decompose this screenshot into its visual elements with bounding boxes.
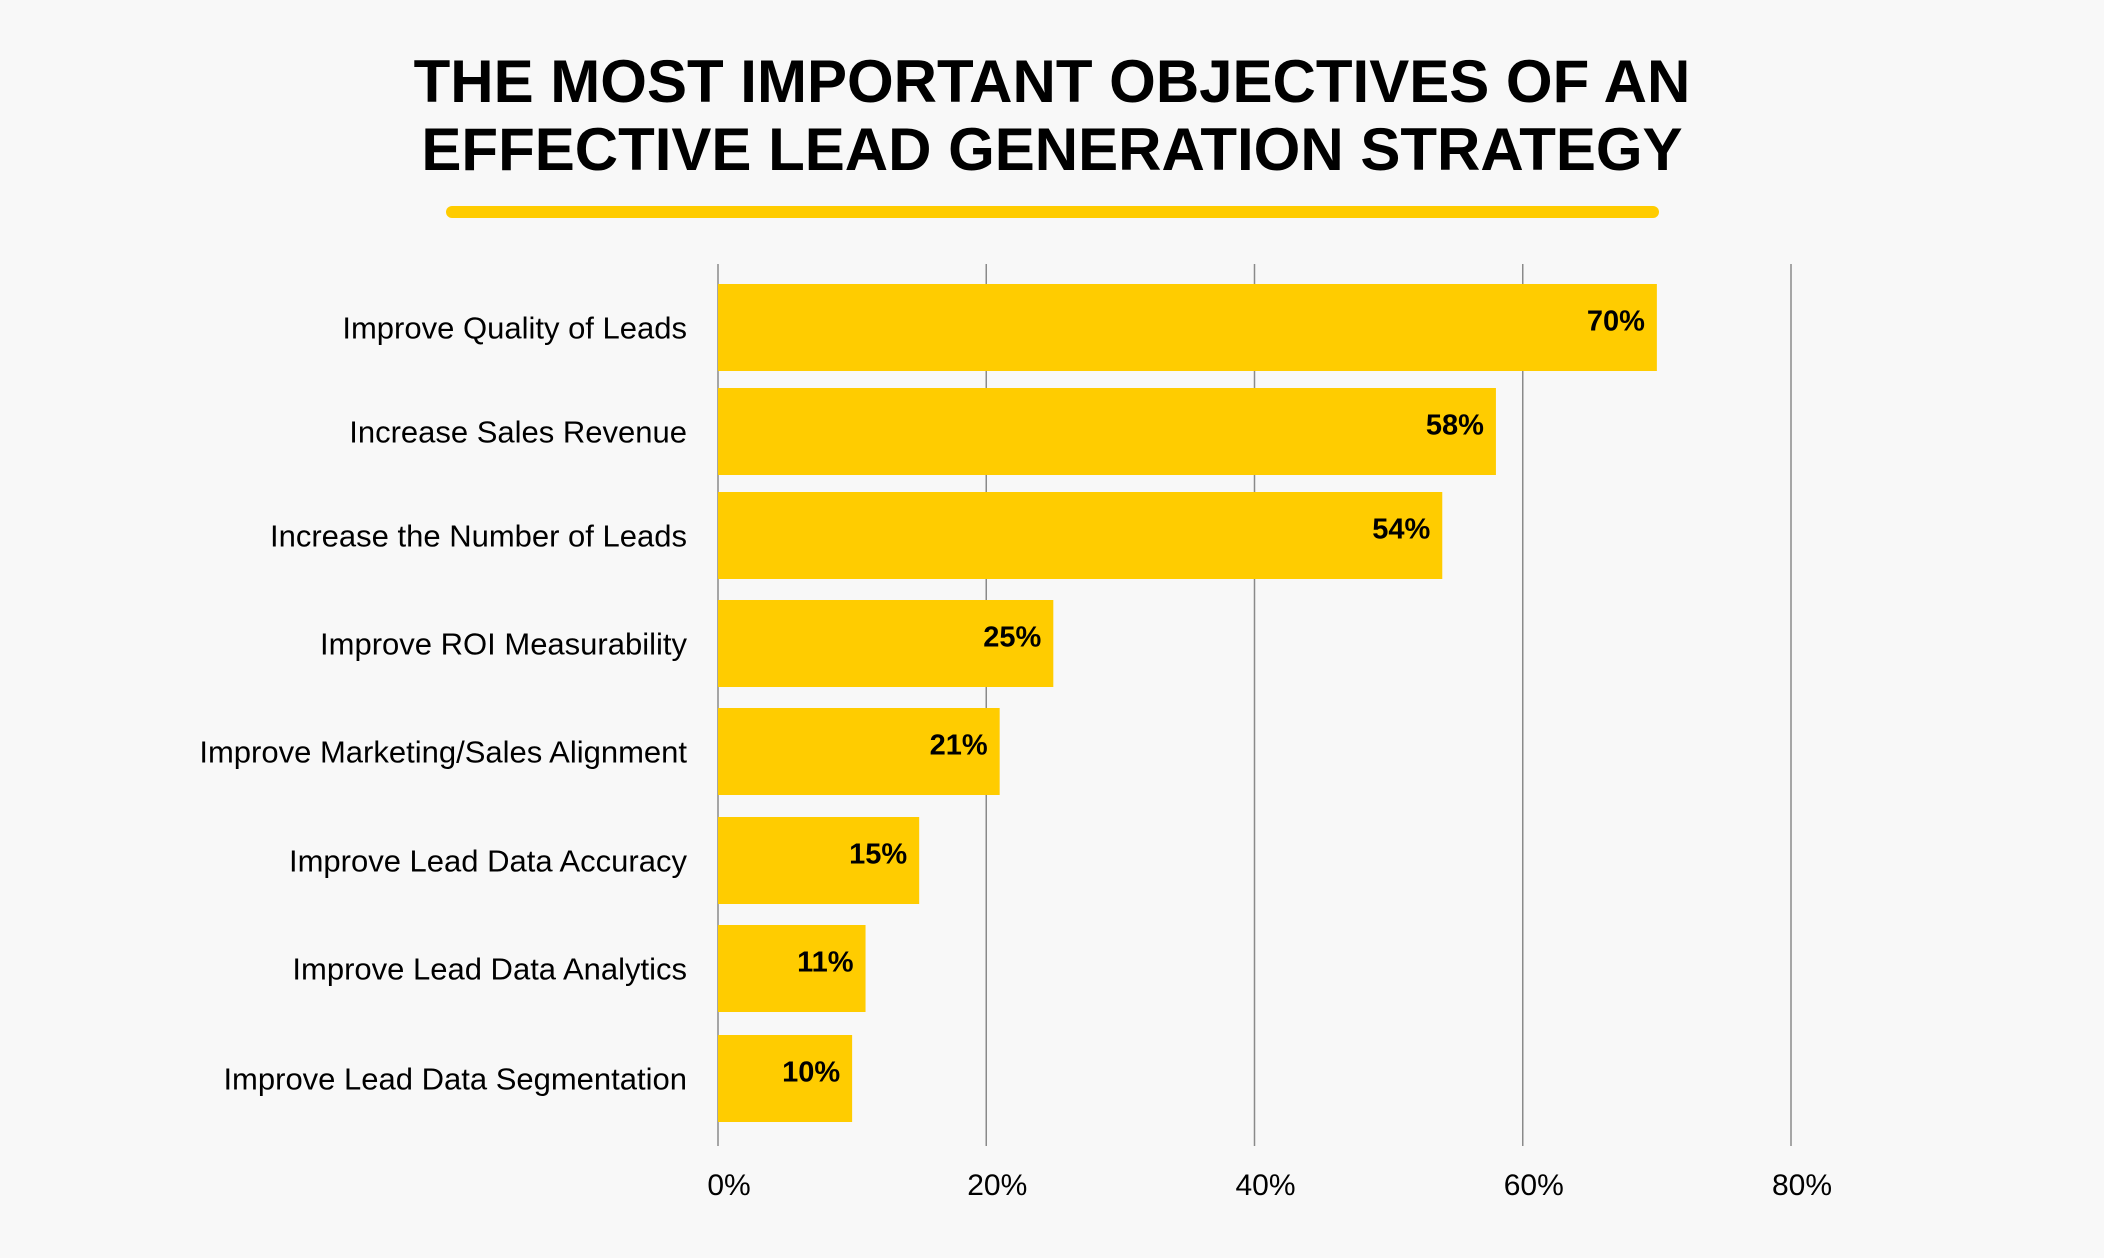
category-label: Improve Lead Data Segmentation <box>223 1062 687 1097</box>
value-labels: 70% 58% 54% 25% 21% 15% 11% 10% <box>782 306 1645 1089</box>
title-underline <box>446 206 1659 218</box>
x-tick-label: 40% <box>1235 1169 1295 1202</box>
value-label: 25% <box>983 622 1041 654</box>
bar <box>718 492 1443 579</box>
bar <box>718 388 1496 475</box>
x-tick-label: 0% <box>707 1169 750 1202</box>
bar <box>718 284 1657 371</box>
bars <box>718 284 1657 1122</box>
value-label: 10% <box>782 1057 840 1089</box>
value-label: 11% <box>797 947 854 979</box>
category-label: Improve Lead Data Analytics <box>292 952 687 987</box>
chart-title: THE MOST IMPORTANT OBJECTIVES OF AN EFFE… <box>0 48 2104 184</box>
bar <box>718 600 1054 687</box>
bar <box>718 817 920 904</box>
chart-title-line-2: EFFECTIVE LEAD GENERATION STRATEGY <box>421 116 1683 183</box>
x-tick-label: 60% <box>1504 1169 1564 1202</box>
category-label: Increase the Number of Leads <box>270 519 687 554</box>
x-axis-tick-labels: 0% 20% 40% 60% 80% <box>707 1169 1832 1202</box>
category-label: Improve Marketing/Sales Alignment <box>199 735 687 770</box>
chart-title-line-1: THE MOST IMPORTANT OBJECTIVES OF AN <box>413 48 1691 115</box>
category-label: Improve Quality of Leads <box>342 311 687 346</box>
bar <box>718 1035 853 1122</box>
value-label: 54% <box>1372 514 1430 546</box>
bar <box>718 708 1000 795</box>
value-label: 70% <box>1587 306 1645 338</box>
x-tick-label: 20% <box>967 1169 1027 1202</box>
x-tick-label: 80% <box>1772 1169 1832 1202</box>
category-labels: Improve Quality of Leads Increase Sales R… <box>199 311 687 1097</box>
value-label: 58% <box>1426 410 1484 442</box>
value-label: 15% <box>849 839 907 871</box>
value-label: 21% <box>930 730 988 762</box>
category-label: Improve ROI Measurability <box>320 627 687 662</box>
category-label: Increase Sales Revenue <box>349 415 687 450</box>
bar <box>718 925 866 1012</box>
category-label: Improve Lead Data Accuracy <box>289 844 688 879</box>
